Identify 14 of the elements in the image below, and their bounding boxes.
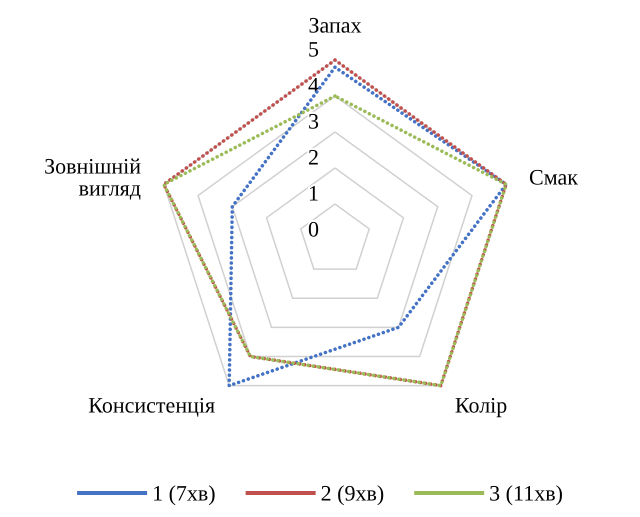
y-tick-label: 2 <box>308 144 319 170</box>
legend-label: 2 (9хв) <box>320 480 384 506</box>
spoke-label: Колір <box>454 392 508 418</box>
spoke-label: Зовнішній вигляд <box>44 153 142 200</box>
spoke-label: Запах <box>308 12 362 38</box>
y-tick-label: 0 <box>308 216 319 242</box>
y-tick-label: 3 <box>308 108 319 134</box>
legend-label: 3 (11хв) <box>489 480 563 506</box>
spoke-label: Консистенція <box>88 392 216 418</box>
y-tick-label: 4 <box>308 72 319 98</box>
legend-label: 1 (7хв) <box>152 480 216 506</box>
spoke-label: Смак <box>529 164 578 190</box>
y-tick-label: 5 <box>308 36 319 62</box>
y-tick-label: 1 <box>308 180 319 206</box>
